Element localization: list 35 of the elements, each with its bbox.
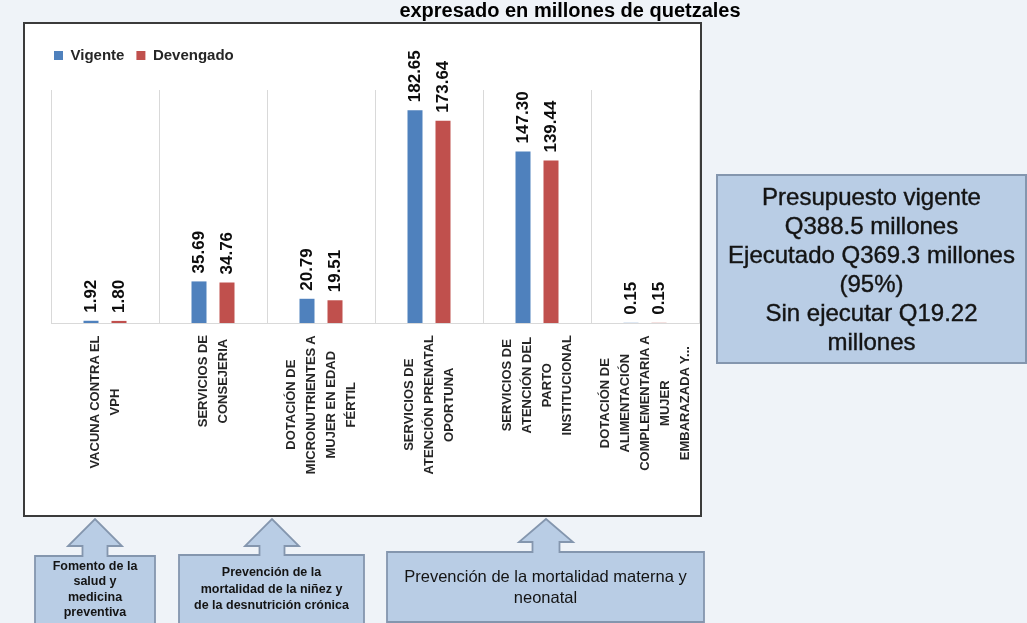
data-label: 173.64	[432, 60, 452, 113]
x-tick-label: DOTACIÓN DE MICRONUTRIENTES A MUJER EN EDAD FÉRTIL	[282, 334, 358, 475]
legend-label: Vigente	[70, 45, 125, 63]
data-label: 19.51	[324, 249, 344, 293]
data-label: 20.79	[296, 248, 316, 291]
x-tick-label: SERVICIOS DE CONSEJERIA	[194, 334, 230, 428]
text: Prevención de la mortalidad de la niñez y de la desnutrición crónica	[193, 564, 350, 614]
bar	[515, 151, 531, 323]
bar	[191, 281, 207, 323]
text: Prevención de la mortalidad materna y neonatal	[403, 566, 688, 608]
chart-title: expresado en millones de quetzales	[398, 0, 742, 21]
data-label: 0.15	[648, 281, 668, 315]
data-label: 182.65	[404, 50, 424, 103]
x-tick-label: SERVICIOS DE ATENCIÓN PRENATAL OPORTUNA	[400, 334, 456, 475]
data-label: 139.44	[540, 100, 560, 153]
bar	[219, 282, 235, 323]
data-label: 1.92	[80, 279, 100, 313]
bar	[407, 110, 423, 323]
bar	[299, 298, 315, 323]
text: Fomento de la salud y medicina preventiva	[51, 558, 139, 621]
x-tick-label: SERVICIOS DE ATENCIÓN DEL PARTO INSTITUCIONAL	[498, 334, 574, 436]
data-label: 35.69	[188, 230, 208, 274]
bar	[327, 300, 343, 323]
text-box: Presupuesto vigente Q388.5 millones Ejecutado Q369.3 millones (95%) Sin ejecutar Q19.22 millones	[716, 174, 1027, 364]
data-label: 147.30	[512, 91, 532, 144]
bar	[111, 320, 127, 323]
x-tick-label: DOTACIÓN DE ALIMENTACIÓN COMPLEMENTARIA A MUJER EMBARAZADA Y...	[596, 334, 692, 471]
bar	[83, 320, 99, 323]
bar	[543, 160, 559, 323]
bar	[435, 120, 451, 323]
legend-label: Devengado	[152, 45, 234, 63]
data-label: 0.15	[620, 281, 640, 315]
data-label: 1.80	[108, 279, 128, 313]
data-label: 34.76	[216, 231, 236, 275]
x-tick-label: VACUNA CONTRA EL VPH	[86, 335, 122, 469]
